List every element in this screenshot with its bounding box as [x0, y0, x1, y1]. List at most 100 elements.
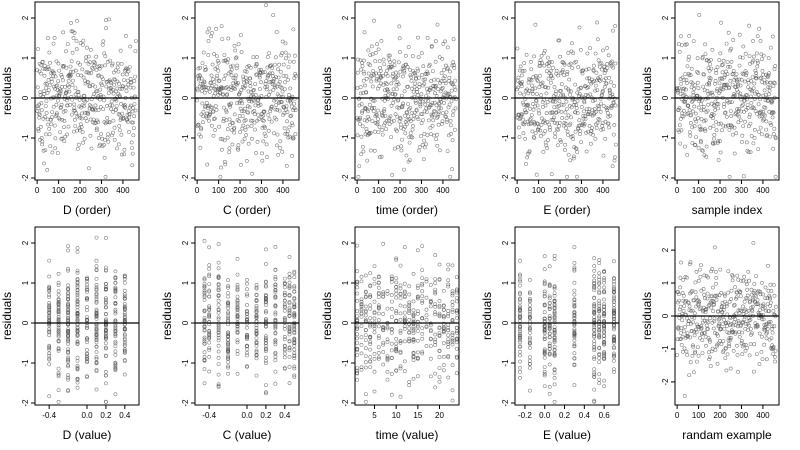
data-point — [552, 344, 557, 349]
data-point — [597, 117, 602, 122]
data-point — [592, 372, 597, 377]
data-point — [420, 244, 425, 249]
data-point — [273, 275, 278, 279]
data-point — [263, 310, 268, 315]
data-point — [727, 299, 732, 304]
data-point — [56, 327, 61, 332]
data-point — [690, 100, 694, 104]
data-point — [42, 161, 46, 166]
data-point — [104, 353, 108, 358]
data-point — [679, 342, 684, 347]
data-point — [282, 126, 287, 131]
data-point — [47, 333, 52, 338]
data-point — [524, 161, 528, 166]
data-point — [379, 39, 384, 43]
data-point — [530, 87, 535, 91]
data-point — [235, 287, 240, 292]
data-point — [122, 340, 127, 345]
data-point — [610, 164, 615, 169]
y-tick-label: -1 — [341, 359, 350, 367]
data-point — [204, 100, 209, 105]
data-point — [282, 334, 287, 339]
data-point — [520, 69, 525, 73]
data-point — [369, 44, 374, 49]
data-point — [701, 287, 706, 291]
data-point — [518, 336, 522, 340]
data-point — [104, 369, 108, 374]
data-point — [699, 108, 704, 113]
data-point — [75, 270, 80, 275]
y-tick-label: 0 — [181, 95, 190, 100]
data-point — [407, 307, 412, 311]
data-point — [395, 145, 400, 150]
data-point — [75, 292, 80, 297]
data-point — [280, 149, 285, 154]
data-point — [66, 308, 71, 313]
data-point — [526, 102, 531, 107]
data-point — [101, 142, 106, 147]
data-point — [359, 342, 364, 347]
data-point — [207, 294, 212, 299]
data-point — [382, 98, 387, 103]
data-point — [713, 79, 718, 83]
data-point — [764, 119, 769, 124]
data-point — [66, 313, 71, 318]
data-point — [612, 298, 616, 303]
data-point — [761, 53, 766, 58]
data-point — [380, 74, 385, 78]
data-point — [714, 128, 719, 133]
data-point — [364, 127, 369, 131]
data-point — [612, 276, 616, 281]
data-point — [696, 105, 701, 110]
x-tick-label: 300 — [735, 411, 749, 420]
data-point — [66, 363, 71, 368]
data-point — [389, 372, 394, 376]
data-point — [693, 327, 698, 332]
data-point — [245, 309, 249, 314]
data-point — [437, 325, 442, 330]
data-point — [601, 88, 606, 93]
data-point — [433, 304, 438, 309]
data-point — [372, 98, 377, 103]
data-point — [572, 315, 577, 320]
data-point — [518, 340, 522, 345]
data-point — [389, 315, 394, 320]
data-point — [56, 306, 61, 311]
data-point — [94, 344, 99, 349]
data-point — [542, 63, 547, 68]
data-point — [93, 84, 98, 89]
data-point — [245, 325, 249, 330]
data-point — [113, 269, 118, 274]
data-point — [113, 286, 118, 291]
data-point — [582, 122, 587, 126]
x-tick-label: 100 — [532, 186, 546, 195]
data-point — [293, 132, 298, 137]
data-point — [681, 277, 686, 282]
data-point — [226, 57, 231, 62]
data-point — [113, 309, 118, 314]
data-point — [292, 97, 297, 101]
data-point — [104, 296, 108, 301]
data-point — [597, 314, 602, 319]
data-point — [282, 282, 287, 286]
data-point — [424, 277, 429, 282]
data-point — [408, 119, 413, 123]
data-point — [289, 104, 294, 109]
data-point — [552, 371, 557, 376]
data-point — [100, 42, 105, 47]
data-point — [678, 141, 683, 146]
data-point — [58, 130, 63, 135]
data-point — [216, 68, 221, 73]
data-point — [757, 129, 761, 134]
data-point — [717, 81, 722, 86]
data-point — [273, 326, 278, 331]
data-point — [133, 39, 138, 44]
data-point — [677, 86, 682, 91]
data-point — [519, 84, 524, 89]
data-point — [216, 274, 221, 279]
data-point — [418, 100, 423, 104]
data-point — [226, 291, 231, 296]
data-point — [39, 71, 43, 76]
data-point — [356, 57, 360, 62]
data-point — [518, 296, 522, 301]
